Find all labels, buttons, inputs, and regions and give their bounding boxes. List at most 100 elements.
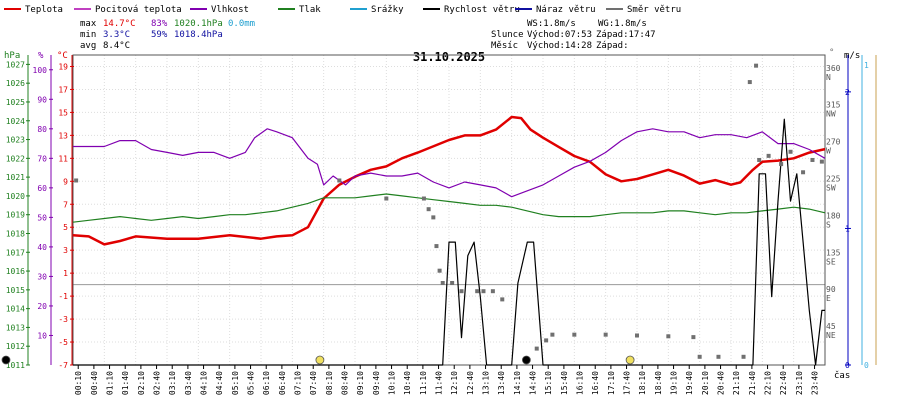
time-tick-label: 11:10 [419, 371, 428, 395]
pressure-tick-label: 1016 [6, 267, 25, 276]
wind-tick-label: 1 [845, 224, 850, 233]
wind-direction-point [500, 297, 505, 302]
time-tick-label: 15:10 [544, 371, 553, 395]
sunrise-marker [315, 355, 325, 365]
temp-tick-label: -5 [58, 338, 68, 347]
humidity-tick-label: 100 [33, 66, 48, 75]
pressure-tick-label: 1023 [6, 136, 25, 145]
moonrise-marker [521, 355, 531, 365]
direction-tick-label: 360 [826, 64, 841, 73]
time-tick-label: 18:40 [654, 371, 663, 395]
direction-tick-label: 180 [826, 211, 841, 220]
time-tick-label: 17:40 [623, 371, 632, 395]
wind-direction-point [603, 332, 608, 337]
stats-min-temp: 3.3°C [103, 30, 130, 40]
stats-max-rain: 0.0mm [228, 19, 255, 29]
legend-label: Tlak [299, 5, 321, 15]
time-tick-label: 00:10 [74, 371, 83, 395]
wind-direction-point [459, 289, 464, 294]
time-tick-label: 00:40 [90, 371, 99, 395]
direction-tick-label: 135 [826, 248, 841, 257]
stats-avg-label: avg [80, 41, 96, 51]
wind-direction-point [741, 354, 746, 359]
pressure-tick-label: 1013 [6, 323, 25, 332]
time-tick-label: 15:40 [560, 371, 569, 395]
time-tick-label: 09:40 [372, 371, 381, 395]
time-tick-label: 13:10 [482, 371, 491, 395]
direction-tick-name: N [826, 73, 831, 82]
gust-tick-label: 1 [864, 61, 869, 70]
wind-direction-point [437, 268, 442, 273]
pressure-series-line [72, 193, 826, 223]
wind-direction-point [747, 80, 752, 85]
time-tick-label: 21:40 [748, 371, 757, 395]
time-tick-label: 16:40 [591, 371, 600, 395]
wind-direction-point [572, 332, 577, 337]
direction-tick-name: SW [826, 183, 836, 192]
time-tick-label: 22:40 [779, 371, 788, 395]
temp-tick-label: 9 [63, 177, 68, 186]
stats-min-humidity: 59% [151, 30, 168, 40]
moon-marker [1, 355, 11, 365]
time-tick-label: 12:10 [450, 371, 459, 395]
wind-direction-point [635, 333, 639, 338]
stats-max-label: max [80, 19, 97, 29]
wind-direction-point [481, 289, 486, 294]
stats-min-label: min [80, 30, 96, 40]
stats-min-pressure: 1018.4hPa [174, 30, 223, 40]
wind-direction-point [426, 207, 431, 212]
pressure-tick-label: 1027 [6, 60, 25, 69]
stats-max-pressure: 1020.1hPa [174, 19, 223, 29]
direction-tick-label: 90 [826, 285, 836, 294]
time-tick-label: 12:40 [466, 371, 475, 395]
pressure-axis-label: hPa [4, 51, 20, 61]
temp-axis-label: °C [57, 51, 68, 61]
pressure-tick-label: 1014 [6, 305, 25, 314]
wind-direction-point [810, 157, 815, 162]
wind-direction-point [544, 338, 549, 343]
time-tick-label: 05:10 [231, 371, 240, 395]
humidity-tick-label: 30 [37, 272, 47, 281]
humidity-tick-label: 20 [37, 302, 47, 311]
wind-direction-point [450, 280, 455, 285]
wind-direction-point [475, 289, 480, 294]
legend-label: Rychlost větru [444, 5, 520, 15]
legend-label: Srážky [371, 5, 404, 15]
sunset-time: Západ:17:47 [596, 30, 656, 40]
wind-direction-point [779, 162, 784, 167]
time-tick-label: 20:10 [701, 371, 710, 395]
temp-tick-label: 15 [58, 108, 68, 117]
sun-label: Slunce [491, 30, 524, 40]
direction-tick-label: 315 [826, 101, 841, 110]
temp-tick-label: 13 [58, 131, 68, 140]
time-tick-label: 10:40 [403, 371, 412, 395]
wind-direction-point [766, 153, 771, 158]
plot-frame [72, 54, 826, 366]
legend-label: Vlhkost [211, 5, 249, 15]
time-tick-label: 04:10 [200, 371, 209, 395]
sunrise-time: Východ:07:53 [527, 30, 592, 40]
temperature-series-line [72, 115, 826, 246]
stats-avg-temp: 8.4°C [103, 41, 130, 51]
humidity-tick-label: 10 [37, 331, 47, 340]
temp-tick-label: -7 [58, 361, 68, 370]
sunset-marker [625, 355, 635, 365]
wind-direction-point [431, 215, 436, 220]
time-tick-label: 02:10 [137, 371, 146, 395]
pressure-tick-label: 1025 [6, 98, 25, 107]
temp-tick-label: 11 [58, 154, 68, 163]
pressure-tick-label: 1021 [6, 173, 25, 182]
legend-label: Teplota [25, 5, 63, 15]
direction-tick-name: SE [826, 257, 836, 266]
time-tick-label: 18:10 [638, 371, 647, 395]
time-tick-label: 06:40 [278, 371, 287, 395]
moonrise-time: Východ:14:28 [527, 41, 592, 51]
time-tick-label: 17:10 [607, 371, 616, 395]
direction-tick-name: W [826, 147, 831, 156]
time-tick-label: 08:10 [325, 371, 334, 395]
direction-tick-label: 270 [826, 138, 841, 147]
wind-direction-point [421, 196, 426, 201]
humidity-tick-label: 70 [37, 154, 47, 163]
wind-direction-point [434, 244, 439, 249]
stats-max-temp: 14.7°C [103, 19, 136, 29]
